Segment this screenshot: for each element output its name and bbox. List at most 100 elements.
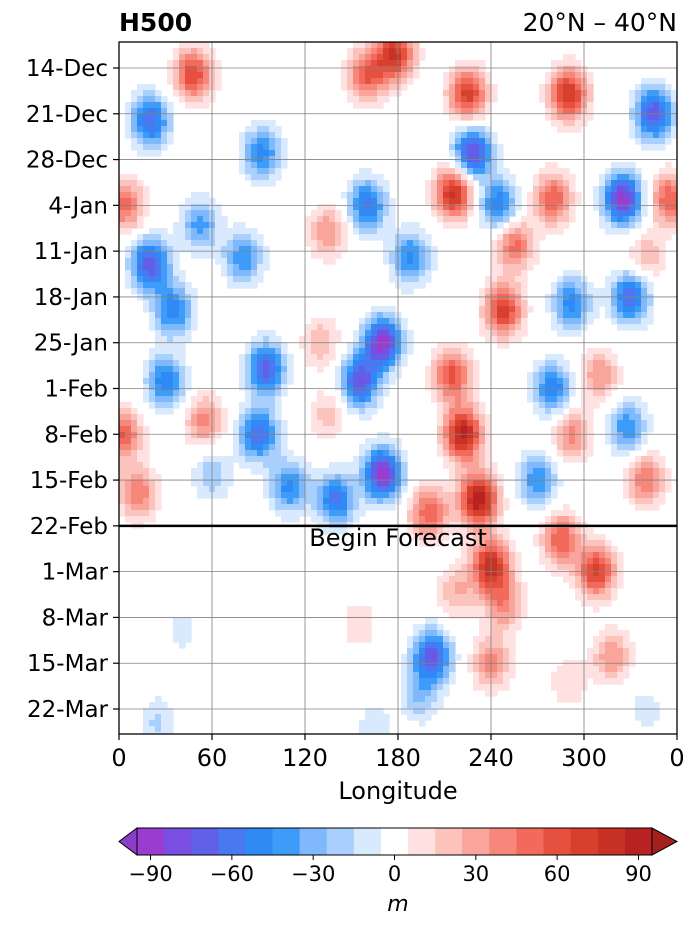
heatmap-cell [611, 444, 618, 451]
heatmap-cell [251, 372, 258, 379]
heatmap-cell [233, 222, 246, 229]
heatmap-cell [575, 582, 582, 589]
heatmap-cell [137, 222, 144, 229]
heatmap-cell [455, 90, 462, 97]
heatmap-cell [185, 78, 198, 85]
heatmap-cell [245, 342, 252, 349]
heatmap-cell [467, 168, 474, 175]
heatmap-cell [545, 480, 552, 487]
heatmap-cell [509, 570, 516, 577]
heatmap-cell [641, 198, 648, 205]
heatmap-cell [635, 102, 642, 109]
heatmap-cell [437, 354, 444, 361]
heatmap-cell [359, 444, 372, 451]
heatmap-cell [341, 498, 348, 505]
heatmap-cell [269, 342, 282, 349]
heatmap-cell [305, 228, 312, 235]
heatmap-cell [401, 690, 408, 697]
heatmap-cell [275, 492, 282, 499]
heatmap-cell [635, 492, 654, 499]
heatmap-cell [137, 432, 144, 439]
heatmap-cell [431, 186, 438, 193]
heatmap-cell [485, 84, 492, 91]
heatmap-cell [407, 504, 414, 511]
heatmap-cell [407, 78, 414, 85]
heatmap-cell [407, 60, 414, 67]
y-tick-label: 1-Feb [44, 377, 108, 403]
heatmap-cell [617, 402, 624, 409]
heatmap-cell [503, 498, 510, 505]
heatmap-cell [527, 378, 534, 385]
heatmap-cell [323, 216, 330, 223]
heatmap-cell [275, 360, 282, 367]
heatmap-cell [257, 378, 264, 385]
heatmap-cell [551, 540, 570, 547]
heatmap-cell [353, 516, 360, 523]
heatmap-cell [515, 588, 522, 595]
heatmap-cell [557, 276, 564, 283]
heatmap-cell [359, 408, 366, 415]
colorbar-label: m [387, 892, 408, 917]
heatmap-cell [563, 270, 582, 277]
heatmap-cell [413, 486, 420, 493]
heatmap-cell [497, 342, 510, 349]
heatmap-cell [443, 432, 450, 439]
heatmap-cell [497, 240, 504, 247]
heatmap-cell [335, 216, 342, 223]
heatmap-cell [233, 276, 252, 283]
heatmap-cell [659, 174, 677, 181]
heatmap-cell [341, 480, 348, 487]
heatmap-cell [521, 246, 528, 253]
heatmap-cell [659, 258, 666, 265]
heatmap-cell [461, 510, 468, 517]
heatmap-cell [557, 438, 564, 445]
heatmap-cell [641, 408, 648, 415]
heatmap-cell [659, 114, 666, 121]
heatmap-cell [419, 672, 438, 679]
heatmap-cell [623, 486, 630, 493]
heatmap-cell [491, 186, 504, 193]
heatmap-cell [125, 132, 132, 139]
heatmap-cell [131, 474, 144, 481]
heatmap-cell [455, 654, 462, 661]
heatmap-cell [125, 504, 132, 511]
heatmap-cell [449, 210, 462, 217]
heatmap-cell [179, 84, 186, 91]
heatmap-cell [425, 708, 438, 715]
heatmap-cell [359, 168, 372, 175]
heatmap-cell [479, 204, 486, 211]
heatmap-cell [545, 96, 552, 103]
heatmap-cell [545, 540, 552, 547]
heatmap-cell [641, 276, 648, 283]
heatmap-cell [533, 180, 540, 187]
heatmap-cell [485, 612, 492, 619]
heatmap-cell [359, 234, 396, 241]
heatmap-cell [665, 216, 677, 223]
heatmap-cell [431, 702, 444, 709]
heatmap-cell [143, 306, 150, 313]
heatmap-cell [539, 204, 546, 211]
heatmap-cell [389, 324, 396, 331]
heatmap-cell [233, 432, 240, 439]
heatmap-cell [545, 180, 552, 187]
heatmap-cell [557, 450, 564, 457]
heatmap-cell [323, 420, 336, 427]
heatmap-cell [647, 126, 660, 133]
heatmap-cell [629, 270, 636, 277]
heatmap-cell [251, 444, 264, 451]
heatmap-cell [593, 384, 606, 391]
heatmap-cell [647, 426, 654, 433]
colorbar-segment [299, 828, 328, 855]
heatmap-cell [443, 90, 450, 97]
heatmap-cell [497, 162, 504, 169]
heatmap-cell [443, 174, 456, 181]
heatmap-cell [479, 84, 486, 91]
heatmap-cell [185, 66, 198, 73]
heatmap-cell [353, 486, 366, 493]
heatmap-cell [575, 528, 582, 535]
heatmap-cell [527, 258, 540, 265]
heatmap-cell [593, 678, 624, 685]
heatmap-cell [329, 492, 342, 499]
heatmap-cell [491, 468, 498, 475]
heatmap-cell [593, 300, 612, 307]
